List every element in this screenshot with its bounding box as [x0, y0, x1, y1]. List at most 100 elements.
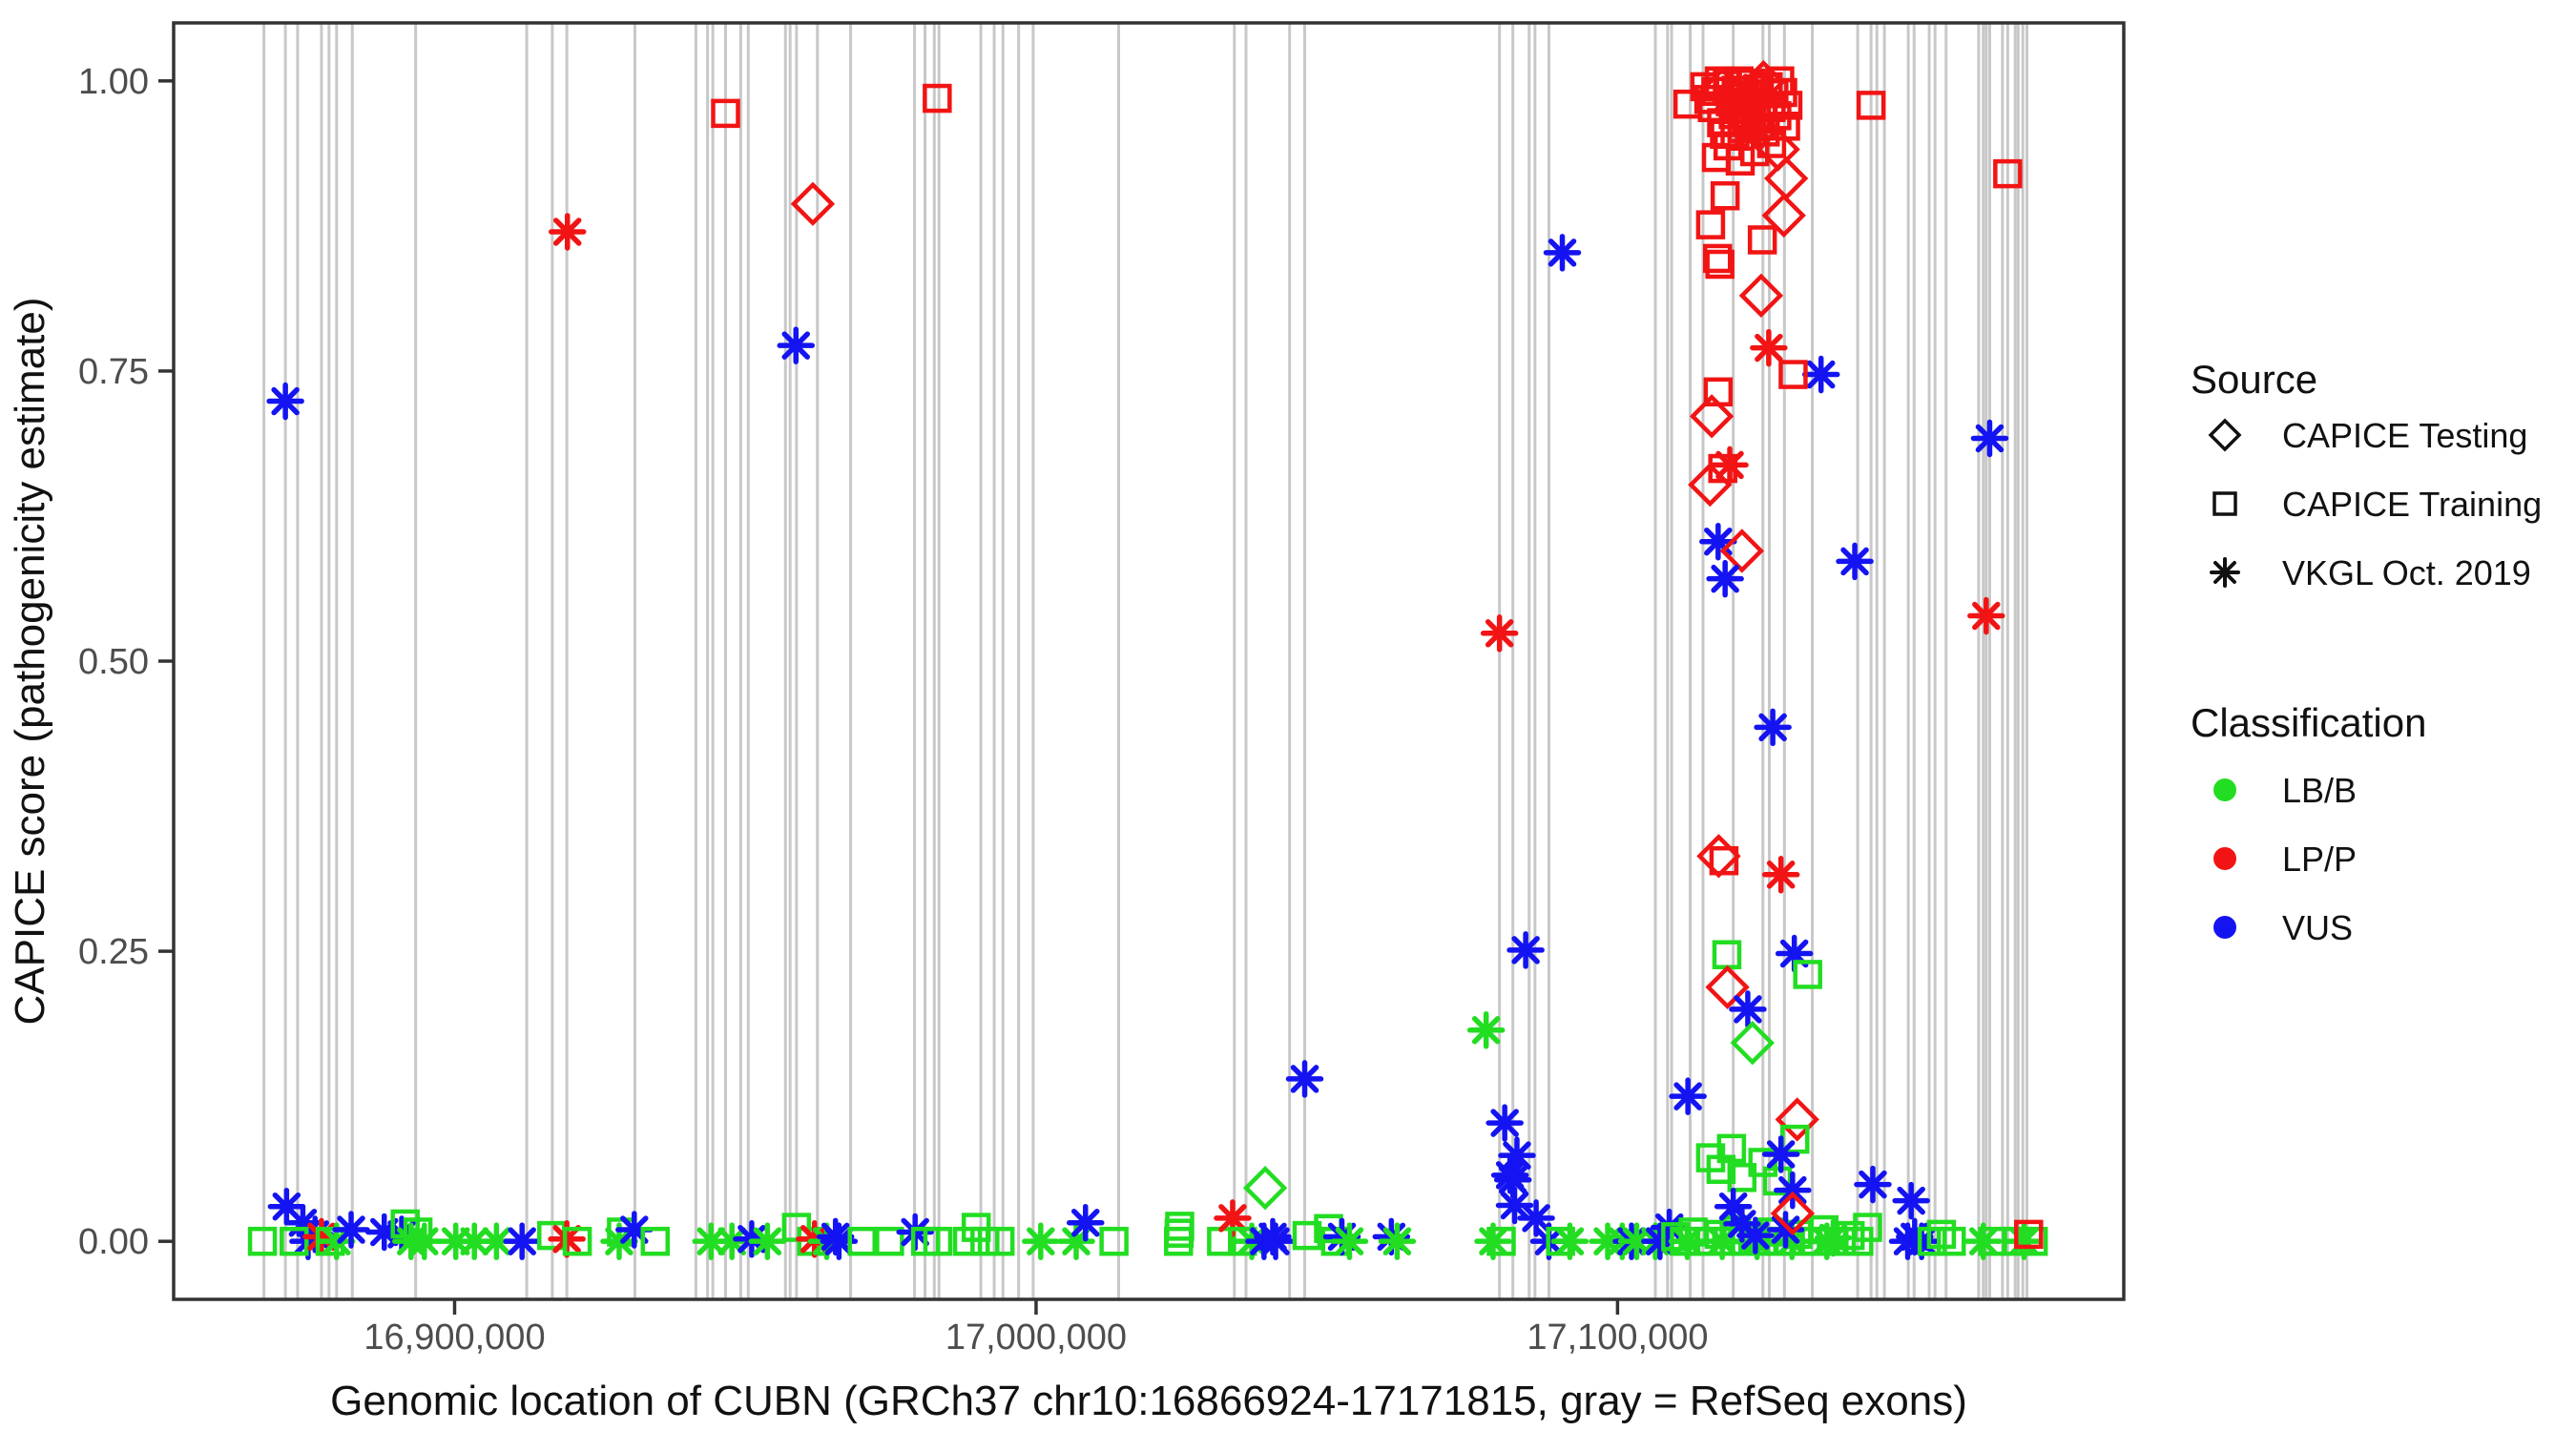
data-point-square — [1856, 91, 1886, 120]
legend-source-title: Source — [2191, 357, 2317, 402]
lpp-dot-icon — [2213, 847, 2236, 870]
data-point-asterisk — [1729, 990, 1767, 1028]
data-point-square — [1727, 1163, 1757, 1192]
data-point-asterisk — [1466, 1011, 1506, 1049]
data-point-asterisk — [1711, 446, 1749, 485]
data-point-square — [640, 1226, 671, 1256]
data-point-square — [1712, 940, 1742, 969]
data-point-asterisk — [1378, 1222, 1417, 1260]
data-point-asterisk — [548, 213, 587, 251]
data-point-square — [923, 1226, 953, 1256]
legend-class-label-lbb: LB/B — [2282, 771, 2357, 810]
data-point-asterisk — [1669, 1077, 1707, 1115]
data-point-asterisk — [748, 1222, 787, 1260]
data-point-asterisk — [1736, 1216, 1775, 1255]
data-point-asterisk — [820, 1222, 859, 1260]
data-point-asterisk — [692, 1222, 731, 1260]
data-point-square — [1716, 1133, 1747, 1164]
data-point-diamond — [790, 181, 836, 226]
data-point-square — [1747, 225, 1777, 255]
data-point-diamond — [1738, 273, 1784, 319]
data-point-square — [280, 1226, 309, 1256]
diamond-icon — [2208, 418, 2242, 452]
data-point-square — [1705, 249, 1735, 280]
data-point-asterisk — [1754, 708, 1792, 747]
data-point-diamond — [1730, 1020, 1775, 1066]
data-point-square — [2014, 1219, 2044, 1250]
data-point-diamond — [1770, 1191, 1816, 1236]
legend-source-label-vkgl: VKGL Oct. 2019 — [2282, 553, 2531, 592]
y-tick-label: 0.00 — [78, 1222, 149, 1262]
square-icon — [2212, 491, 2237, 516]
data-point-asterisk — [1543, 234, 1582, 272]
data-point-square — [923, 83, 952, 114]
data-point-asterisk — [1506, 931, 1545, 969]
data-point-asterisk — [1892, 1181, 1930, 1220]
data-point-asterisk — [1814, 1218, 1853, 1257]
data-point-asterisk — [1761, 856, 1800, 894]
data-point-asterisk — [503, 1222, 541, 1260]
data-point-asterisk — [1057, 1222, 1095, 1260]
data-point-square — [1099, 1226, 1129, 1256]
data-point-asterisk — [1970, 419, 2009, 458]
asterisk-icon — [2210, 557, 2240, 588]
data-point-square — [1917, 1226, 1947, 1256]
data-point-diamond — [1775, 1097, 1819, 1142]
data-point-diamond — [1741, 59, 1786, 105]
data-point-diamond — [1242, 1166, 1288, 1211]
data-point-asterisk — [1761, 1135, 1800, 1173]
data-point-square — [1292, 1220, 1322, 1251]
data-point-asterisk — [1836, 542, 1874, 581]
data-point-square — [1773, 91, 1803, 120]
x-axis-title: Genomic location of CUBN (GRCh37 chr10:1… — [330, 1378, 1967, 1424]
y-tick-label: 1.00 — [78, 62, 149, 102]
data-point-asterisk — [1498, 1136, 1536, 1174]
data-point-square — [1164, 1226, 1194, 1256]
x-tick-label: 17,100,000 — [1527, 1317, 1708, 1358]
data-point-square — [247, 1226, 278, 1256]
data-point-diamond — [1705, 964, 1750, 1009]
data-point-square — [1164, 1218, 1195, 1248]
data-point-asterisk — [1480, 614, 1519, 653]
legend-classification: Classification LB/B LP/P VUS — [2191, 700, 2426, 947]
data-point-asterisk — [332, 1211, 370, 1249]
y-axis-title: CAPICE score (pathogenicity estimate) — [7, 298, 53, 1026]
data-point-asterisk — [1750, 328, 1788, 367]
data-point-diamond — [1735, 107, 1781, 153]
data-point-square — [1926, 1219, 1957, 1250]
data-point-asterisk — [1668, 1222, 1707, 1260]
data-point-square — [1793, 960, 1822, 989]
data-point-asterisk — [1774, 1171, 1812, 1210]
plot-panel-border — [172, 21, 2126, 1301]
data-point-square — [711, 98, 740, 129]
data-point-square — [1702, 243, 1733, 274]
data-point-asterisk — [1801, 355, 1840, 394]
x-tick-label: 17,000,000 — [945, 1317, 1127, 1358]
data-point-square — [1993, 158, 2023, 189]
legend-source: Source CAPICE Testing CAPICE Training VK… — [2191, 357, 2542, 592]
data-point-asterisk — [777, 326, 815, 364]
refseq-exon-lines — [262, 23, 2028, 1299]
y-tick-label: 0.75 — [78, 352, 149, 392]
data-point-asterisk — [405, 1222, 444, 1260]
data-point-square — [1710, 180, 1740, 211]
data-point-square — [1165, 1212, 1195, 1241]
data-point-diamond — [1689, 394, 1735, 439]
data-point-asterisk — [1022, 1222, 1060, 1260]
data-point-square — [2018, 1226, 2048, 1256]
data-point-asterisk — [1257, 1222, 1295, 1260]
data-point-square — [985, 1226, 1015, 1256]
data-point-square — [847, 1226, 877, 1256]
data-point-square — [1709, 845, 1739, 876]
data-point-square — [1695, 210, 1726, 239]
legend-class-label-vus: VUS — [2282, 908, 2353, 947]
legend-classification-title: Classification — [2191, 700, 2426, 745]
legend-class-label-lpp: LP/P — [2282, 840, 2357, 879]
data-point-square — [1778, 360, 1808, 389]
data-point-asterisk — [1067, 1203, 1105, 1242]
data-point-square — [1853, 1213, 1882, 1242]
data-point-diamond — [1761, 193, 1806, 238]
data-points — [247, 59, 2048, 1260]
